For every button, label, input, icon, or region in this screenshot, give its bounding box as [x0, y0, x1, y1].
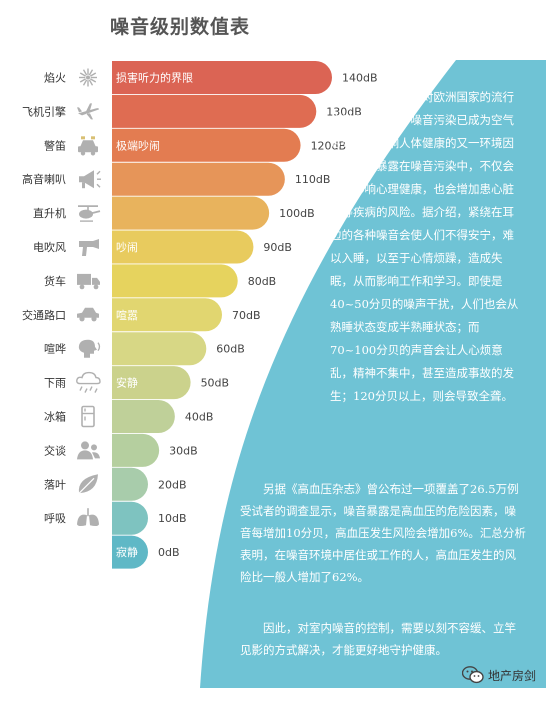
bar-row-6: 货车 80dB — [44, 264, 277, 298]
category-label: 落叶 — [44, 478, 66, 491]
bar — [112, 61, 332, 94]
value-label: 20dB — [158, 478, 187, 491]
category-label: 焰火 — [44, 71, 66, 85]
bar-row-5: 电吹风 吵闹 90dB — [33, 230, 292, 264]
people-icon — [77, 441, 100, 460]
paragraph-3: 因此，对室内噪音的控制，需要以刻不容缓、立竿见影的方式解决，才能更好地守护健康。 — [240, 621, 516, 657]
value-label: 130dB — [326, 105, 362, 118]
bar-label: 极端吵闹 — [116, 138, 160, 152]
bar — [112, 332, 207, 366]
bar — [112, 264, 238, 298]
rain-cloud-icon — [76, 371, 101, 393]
category-label: 直升机 — [33, 206, 66, 220]
hypertension-paragraph: 另据《高血压杂志》曾公布过一项覆盖了26.5万例受试者的调查显示，噪音暴露是高血… — [240, 478, 526, 588]
bar — [112, 298, 223, 332]
intro-paragraph: 根据世卫组织对欧洲国家的流行病学研究显示，噪音污染已成为空气污染之后影响人体健康… — [330, 86, 525, 408]
car-icon — [77, 307, 99, 322]
bar — [112, 535, 148, 569]
value-label: 70dB — [232, 309, 261, 322]
fireworks-icon — [79, 68, 97, 87]
megaphone-icon — [79, 170, 101, 189]
value-label: 60dB — [216, 343, 245, 356]
paragraph-1: 根据世卫组织对欧洲国家的流行病学研究显示，噪音污染已成为空气污染之后影响人体健康… — [330, 90, 519, 403]
bar-row-11: 交谈 30dB — [44, 433, 198, 467]
bar-label: 安静 — [116, 376, 138, 390]
bar-row-3: 高音喇叭 110dB — [22, 162, 331, 196]
category-label: 飞机引擎 — [22, 104, 66, 118]
value-label: 140dB — [342, 72, 378, 85]
bar — [112, 366, 191, 400]
bar-row-9: 下雨 安静 50dB — [44, 366, 230, 400]
bar-row-8: 喧哗 60dB — [44, 332, 245, 366]
category-label: 电吹风 — [33, 241, 66, 254]
value-label: 50dB — [201, 377, 230, 390]
value-label: 120dB — [311, 139, 347, 152]
lungs-icon — [77, 508, 99, 526]
fridge-icon — [81, 405, 95, 428]
bar-row-12: 落叶 20dB — [44, 467, 187, 501]
bar-row-10: 冰箱 40dB — [44, 400, 213, 433]
value-label: 40dB — [185, 411, 214, 424]
page-title: 噪音级别数值表 — [110, 16, 251, 38]
category-label: 交通路口 — [22, 308, 66, 322]
leaf-icon — [78, 474, 98, 494]
bar — [112, 230, 254, 264]
truck-icon — [77, 273, 100, 290]
police-car-icon — [78, 136, 98, 156]
value-label: 110dB — [295, 173, 331, 186]
bar-row-0: 焰火 损害听力的界限 140dB — [44, 61, 378, 94]
category-label: 冰箱 — [44, 410, 66, 424]
talking-head-icon — [78, 339, 101, 358]
value-label: 10dB — [158, 512, 187, 525]
conclusion-paragraph: 因此，对室内噪音的控制，需要以刻不容缓、立竿见影的方式解决，才能更好地守护健康。 — [240, 617, 526, 661]
category-label: 下雨 — [44, 377, 66, 390]
value-label: 30dB — [169, 444, 198, 457]
bar-row-14: 寂静 0dB — [112, 535, 180, 569]
text-panel-background — [200, 60, 546, 688]
bar-row-7: 交通路口 喧嚣 70dB — [22, 298, 261, 332]
bar-row-4: 直升机 100dB — [33, 196, 315, 230]
value-label: 80dB — [248, 275, 277, 288]
bar — [112, 400, 175, 433]
category-label: 呼吸 — [44, 512, 66, 525]
hairdryer-icon — [79, 239, 99, 256]
bar — [112, 162, 285, 196]
bar-row-13: 呼吸 10dB — [44, 501, 187, 535]
helicopter-icon — [78, 205, 101, 222]
bar — [112, 94, 317, 128]
bar-label: 喧嚣 — [116, 308, 138, 322]
bar-row-2: 警笛 极端吵闹 120dB — [44, 128, 347, 162]
value-label: 100dB — [279, 207, 315, 220]
bar-label: 吵闹 — [116, 241, 138, 254]
bars-layer: 焰火 损害听力的界限 140dB 飞机引擎 130dB 警笛 极端吵闹 120dB 高音喇叭 11… — [22, 61, 378, 569]
bar-label: 寂静 — [116, 545, 138, 559]
category-label: 警笛 — [44, 138, 66, 152]
paragraph-2: 另据《高血压杂志》曾公布过一项覆盖了26.5万例受试者的调查显示，噪音暴露是高血… — [240, 482, 526, 584]
value-label: 90dB — [263, 241, 292, 254]
watermark: 地产房剑 — [462, 666, 536, 684]
category-label: 货车 — [44, 274, 66, 288]
bar — [112, 467, 148, 501]
bar-row-1: 飞机引擎 130dB — [22, 94, 362, 128]
bar — [112, 501, 148, 535]
bar — [112, 196, 270, 230]
bar-label: 损害听力的界限 — [116, 71, 193, 85]
category-label: 喧哗 — [44, 342, 66, 356]
value-label: 0dB — [158, 546, 180, 559]
watermark-label: 地产房剑 — [488, 668, 537, 683]
bar — [112, 128, 301, 162]
category-label: 高音喇叭 — [22, 172, 66, 186]
wechat-icon — [462, 666, 484, 684]
category-label: 交谈 — [44, 443, 66, 457]
bar — [112, 433, 160, 467]
airplane-icon — [77, 103, 99, 120]
